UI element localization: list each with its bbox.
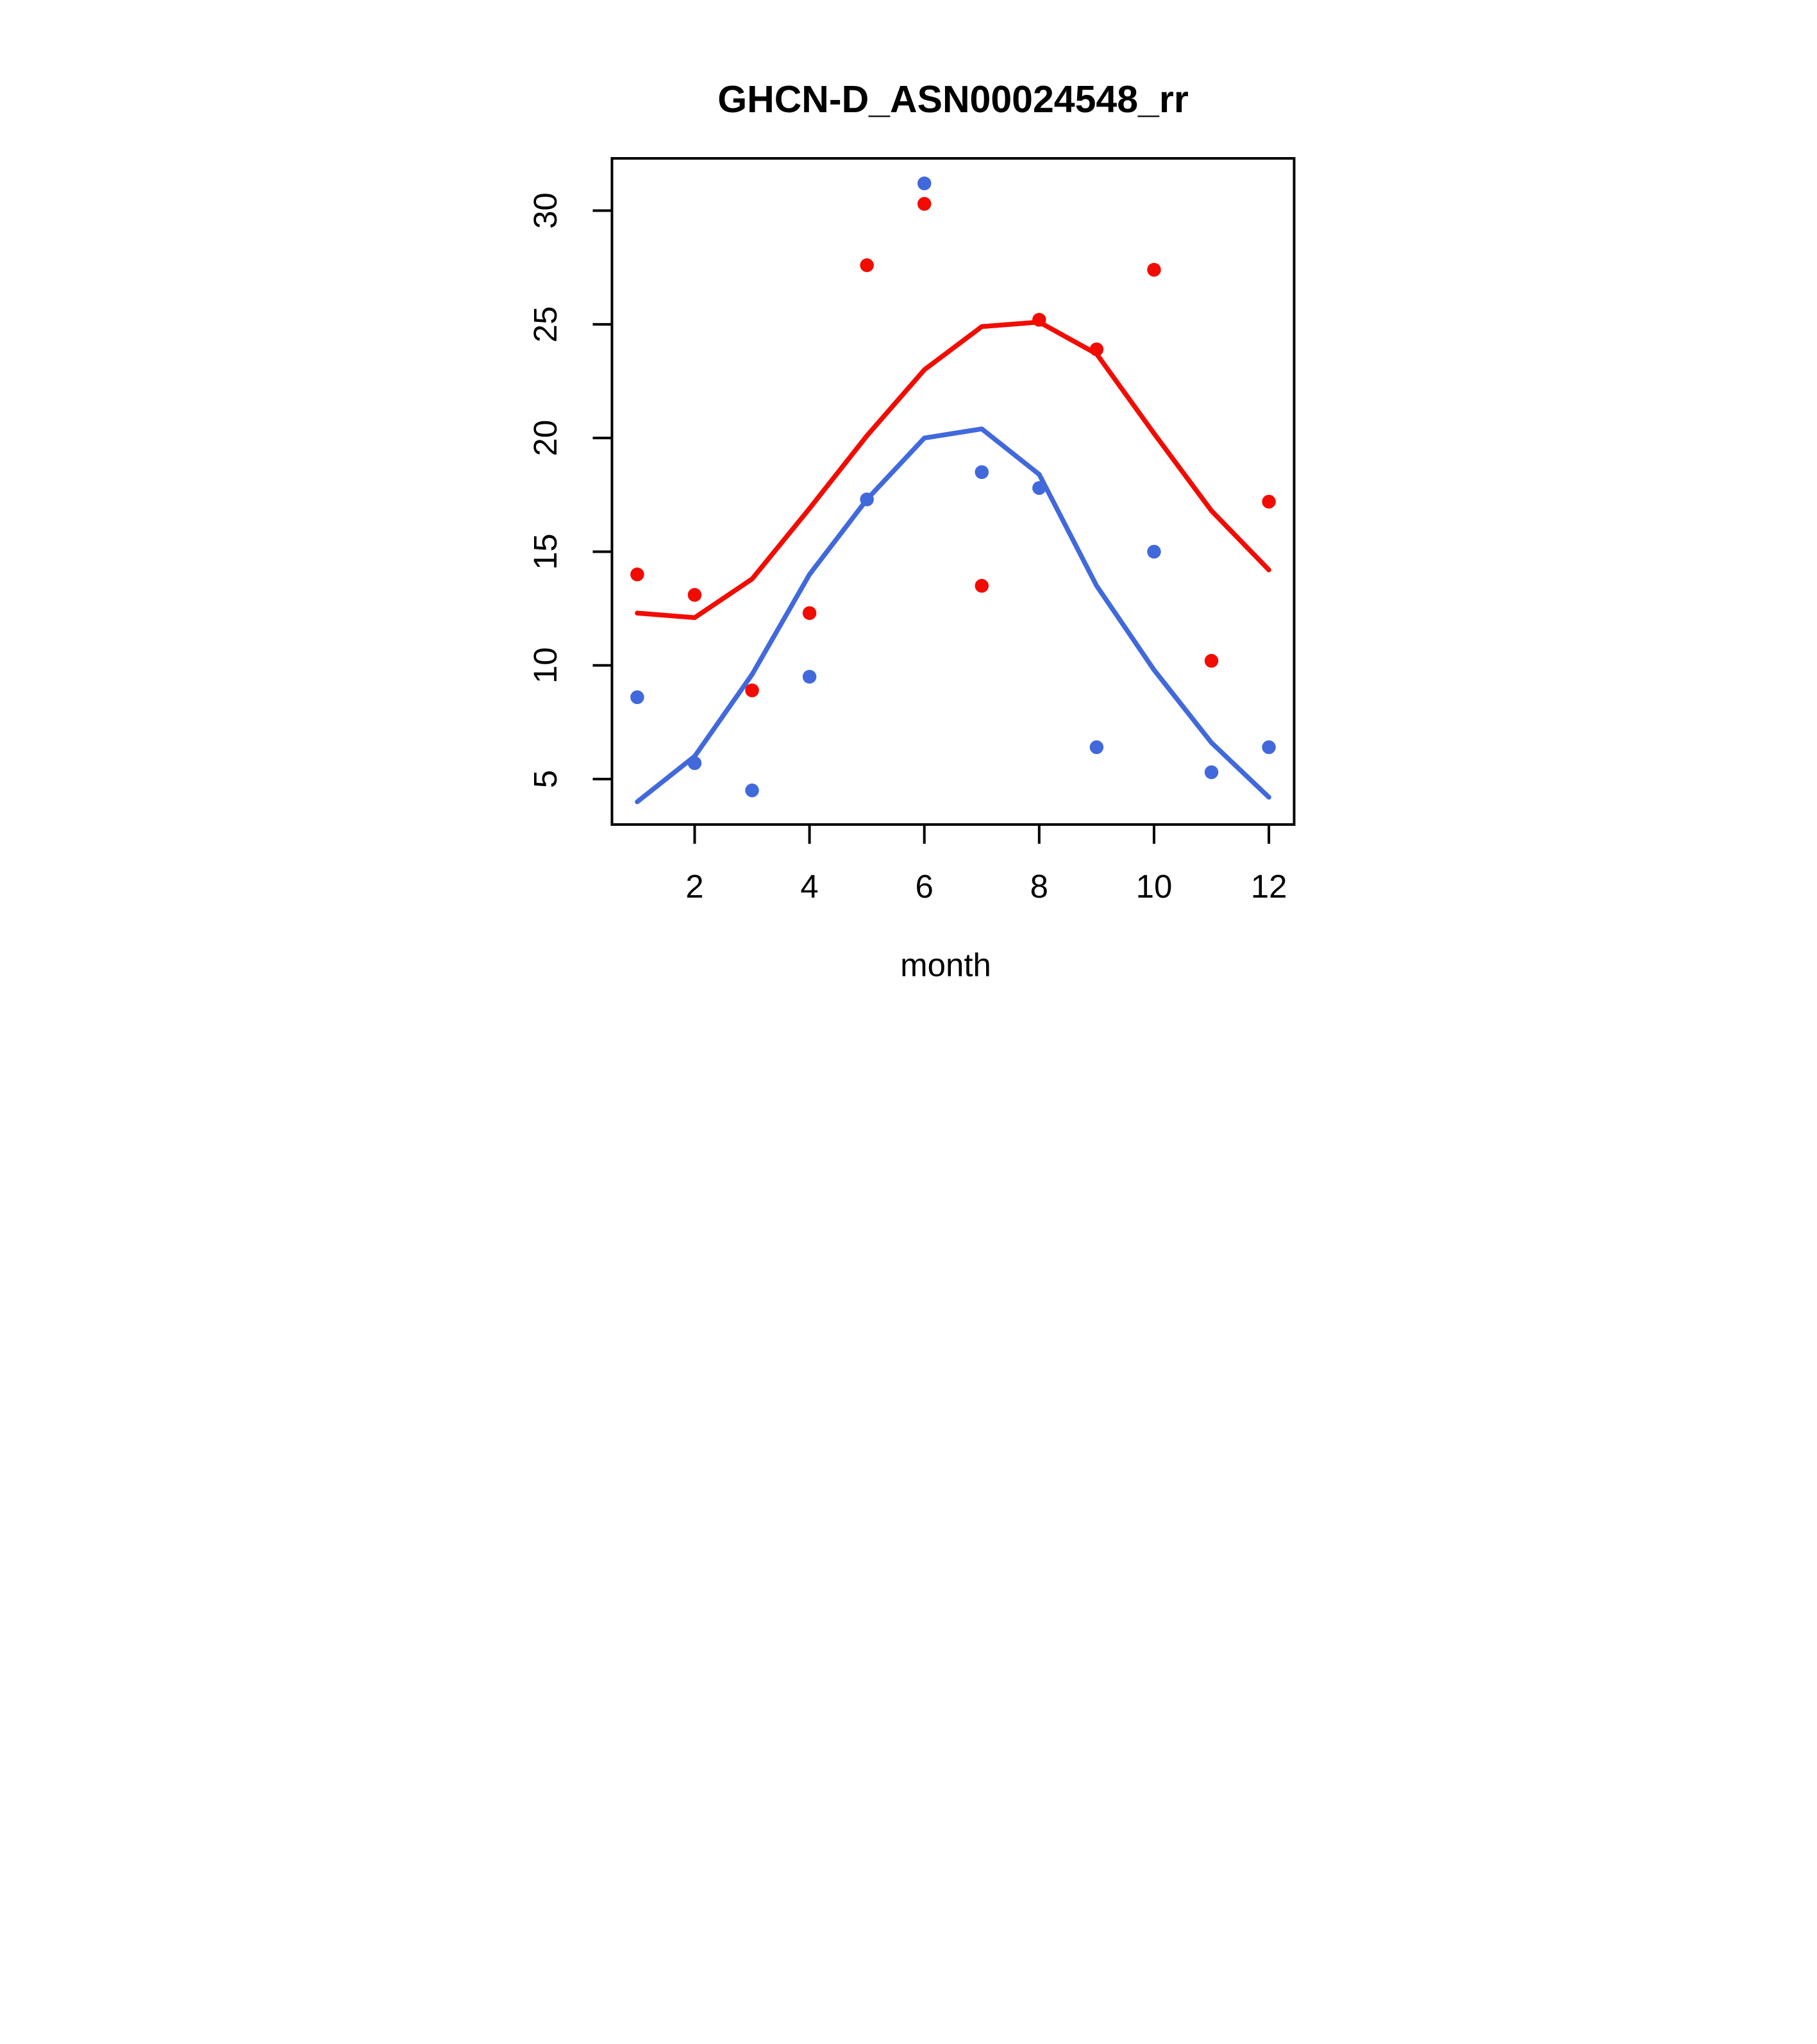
blue-point (1204, 765, 1218, 780)
red-point (802, 606, 816, 620)
plot-box (610, 157, 1295, 826)
figure: GHCN-D_ASN00024548_rr 2 4 6 8 10 12 5 10 15 20 25 3… (454, 0, 1363, 1022)
y-tick-label: 10 (527, 647, 564, 683)
blue-line (634, 426, 1271, 805)
x-tick-label: 6 (915, 868, 933, 905)
red-point (859, 258, 874, 272)
red-point (630, 567, 644, 582)
x-tick-label: 4 (800, 868, 818, 905)
y-tick-label: 30 (527, 192, 564, 229)
red-point (1089, 342, 1103, 356)
blue-point (802, 669, 816, 684)
blue-point (687, 756, 701, 771)
blue-point (975, 465, 989, 480)
blue-point (859, 492, 874, 507)
y-tick-label: 5 (527, 770, 564, 788)
blue-point (744, 783, 759, 798)
chart-title: GHCN-D_ASN00024548_rr (717, 78, 1189, 121)
y-tick-label: 20 (527, 420, 564, 457)
red-line (634, 319, 1271, 621)
y-tick-label: 25 (527, 306, 564, 342)
blue-point (1032, 481, 1046, 495)
y-tick-label: 15 (527, 533, 564, 570)
red-point (975, 578, 989, 593)
x-tick-label: 2 (685, 868, 703, 905)
blue-point (1261, 740, 1276, 755)
red-point (1032, 313, 1046, 327)
x-axis-label: month (900, 947, 991, 984)
blue-point (630, 690, 644, 705)
red-point (917, 197, 931, 211)
red-point (1146, 263, 1161, 277)
x-tick-label: 8 (1030, 868, 1048, 905)
blue-point (917, 176, 931, 190)
chart-svg: GHCN-D_ASN00024548_rr 2 4 6 8 10 12 5 10 15 20 25 3… (527, 78, 1295, 984)
x-tick-label: 12 (1250, 868, 1287, 905)
plot-area: 2 4 6 8 10 12 5 10 15 20 25 30 (527, 157, 1295, 905)
red-point (1261, 494, 1276, 509)
blue-point (1089, 740, 1103, 755)
blue-point (1146, 544, 1161, 559)
red-point (744, 683, 759, 698)
red-point (687, 588, 701, 602)
red-point (1204, 653, 1218, 668)
x-tick-label: 10 (1135, 868, 1172, 905)
